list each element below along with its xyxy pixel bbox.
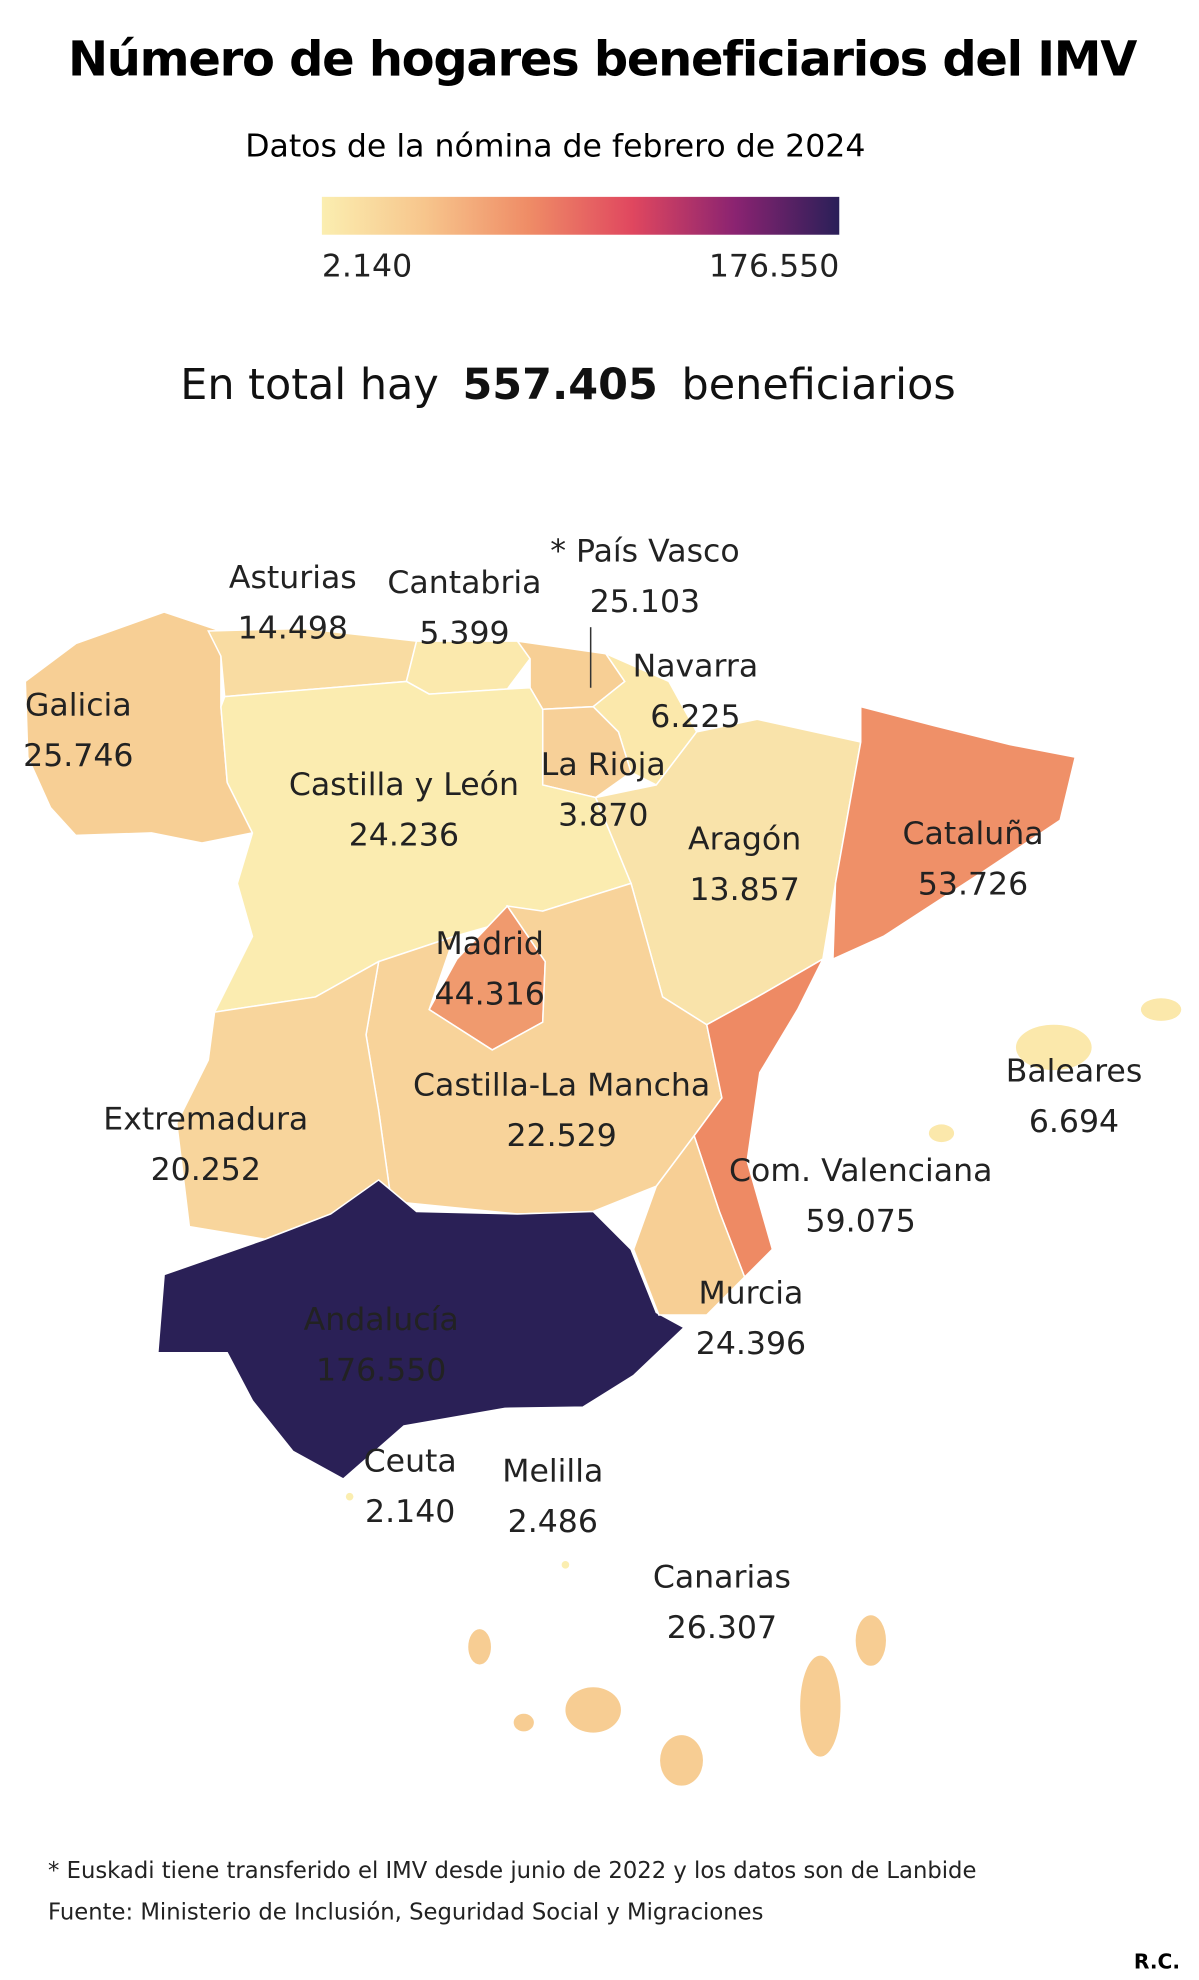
region-value: 3.870: [558, 797, 648, 833]
region-value: 6.225: [650, 699, 740, 735]
region-value: 25.103: [590, 584, 700, 620]
legend-max: 176.550: [709, 248, 839, 284]
region-shape: [156, 1178, 686, 1480]
region-name: Galicia: [25, 688, 132, 724]
region-shape: [693, 957, 825, 1279]
region-value: 6.694: [1029, 1104, 1119, 1140]
region-name: Com. Valenciana: [729, 1153, 992, 1189]
region-shape: [345, 1492, 354, 1501]
credit: R.C.: [1134, 1950, 1180, 1974]
region-name: Canarias: [653, 1560, 791, 1596]
region-shape: [632, 1134, 746, 1316]
region-value: 44.316: [435, 977, 545, 1013]
total-value: 557.405: [462, 360, 657, 410]
region-value: 24.236: [349, 818, 459, 854]
region-value: 20.252: [151, 1152, 261, 1188]
region-value: 22.529: [506, 1118, 616, 1154]
legend-min: 2.140: [322, 248, 412, 284]
region-name: Extremadura: [103, 1101, 308, 1137]
region-name: Baleares: [1006, 1053, 1143, 1089]
region-name: * País Vasco: [550, 534, 739, 570]
region-value: 59.075: [806, 1204, 916, 1240]
region-name: Ceuta: [364, 1443, 457, 1479]
region-name: Aragón: [688, 821, 801, 857]
legend-gradient: [321, 196, 840, 235]
title: Número de hogares beneficiarios del IMV: [68, 32, 1137, 88]
region-shape: [928, 1124, 955, 1143]
total-prefix: En total hay: [180, 360, 438, 410]
region-value: 2.486: [508, 1504, 598, 1540]
region-shape: [365, 882, 723, 1215]
region-value: 176.550: [316, 1353, 446, 1389]
region-name: Murcia: [698, 1276, 803, 1312]
region-name: Andalucía: [304, 1302, 459, 1338]
region-shape: [565, 1687, 621, 1733]
subtitle: Datos de la nómina de febrero de 2024: [245, 128, 865, 164]
region-value: 26.307: [667, 1610, 777, 1646]
region-value: 14.498: [238, 611, 348, 647]
region-shape: [1015, 1024, 1092, 1071]
region-value: 5.399: [419, 616, 509, 652]
region-name: Cataluña: [902, 816, 1043, 852]
region-name: Asturias: [229, 560, 357, 596]
region-value: 2.140: [365, 1494, 455, 1530]
region-name: La Rioja: [541, 747, 666, 783]
source: Fuente: Ministerio de Inclusión, Segurid…: [48, 1899, 763, 1925]
footnote: * Euskadi tiene transferido el IMV desde…: [48, 1858, 976, 1884]
region-shape: [513, 1713, 534, 1732]
region-name: Castilla-La Mancha: [413, 1067, 710, 1103]
total-line: En total hay 557.405 beneficiarios: [180, 360, 955, 410]
total-suffix: beneficiarios: [682, 360, 956, 410]
region-shape: [468, 1629, 491, 1665]
region-shape: [660, 1735, 703, 1786]
map: [24, 611, 1182, 1786]
region-shape: [832, 705, 1077, 961]
region-shape: [800, 1655, 841, 1757]
region-name: Melilla: [502, 1454, 603, 1490]
region-shape: [855, 1615, 886, 1666]
region-value: 25.746: [23, 738, 133, 774]
region-shape: [1140, 998, 1182, 1021]
region-shape: [561, 1561, 570, 1569]
region-value: 53.726: [918, 867, 1028, 903]
labels: Galicia 25.746 Asturias 14.498 Cantabria 5.39…: [23, 534, 1142, 1646]
region-name: Madrid: [436, 926, 544, 962]
region-name: Castilla y León: [289, 767, 519, 803]
region-value: 13.857: [689, 872, 799, 908]
region-value: 24.396: [696, 1326, 806, 1362]
region-name: Navarra: [633, 648, 759, 684]
region-name: Cantabria: [387, 565, 541, 601]
